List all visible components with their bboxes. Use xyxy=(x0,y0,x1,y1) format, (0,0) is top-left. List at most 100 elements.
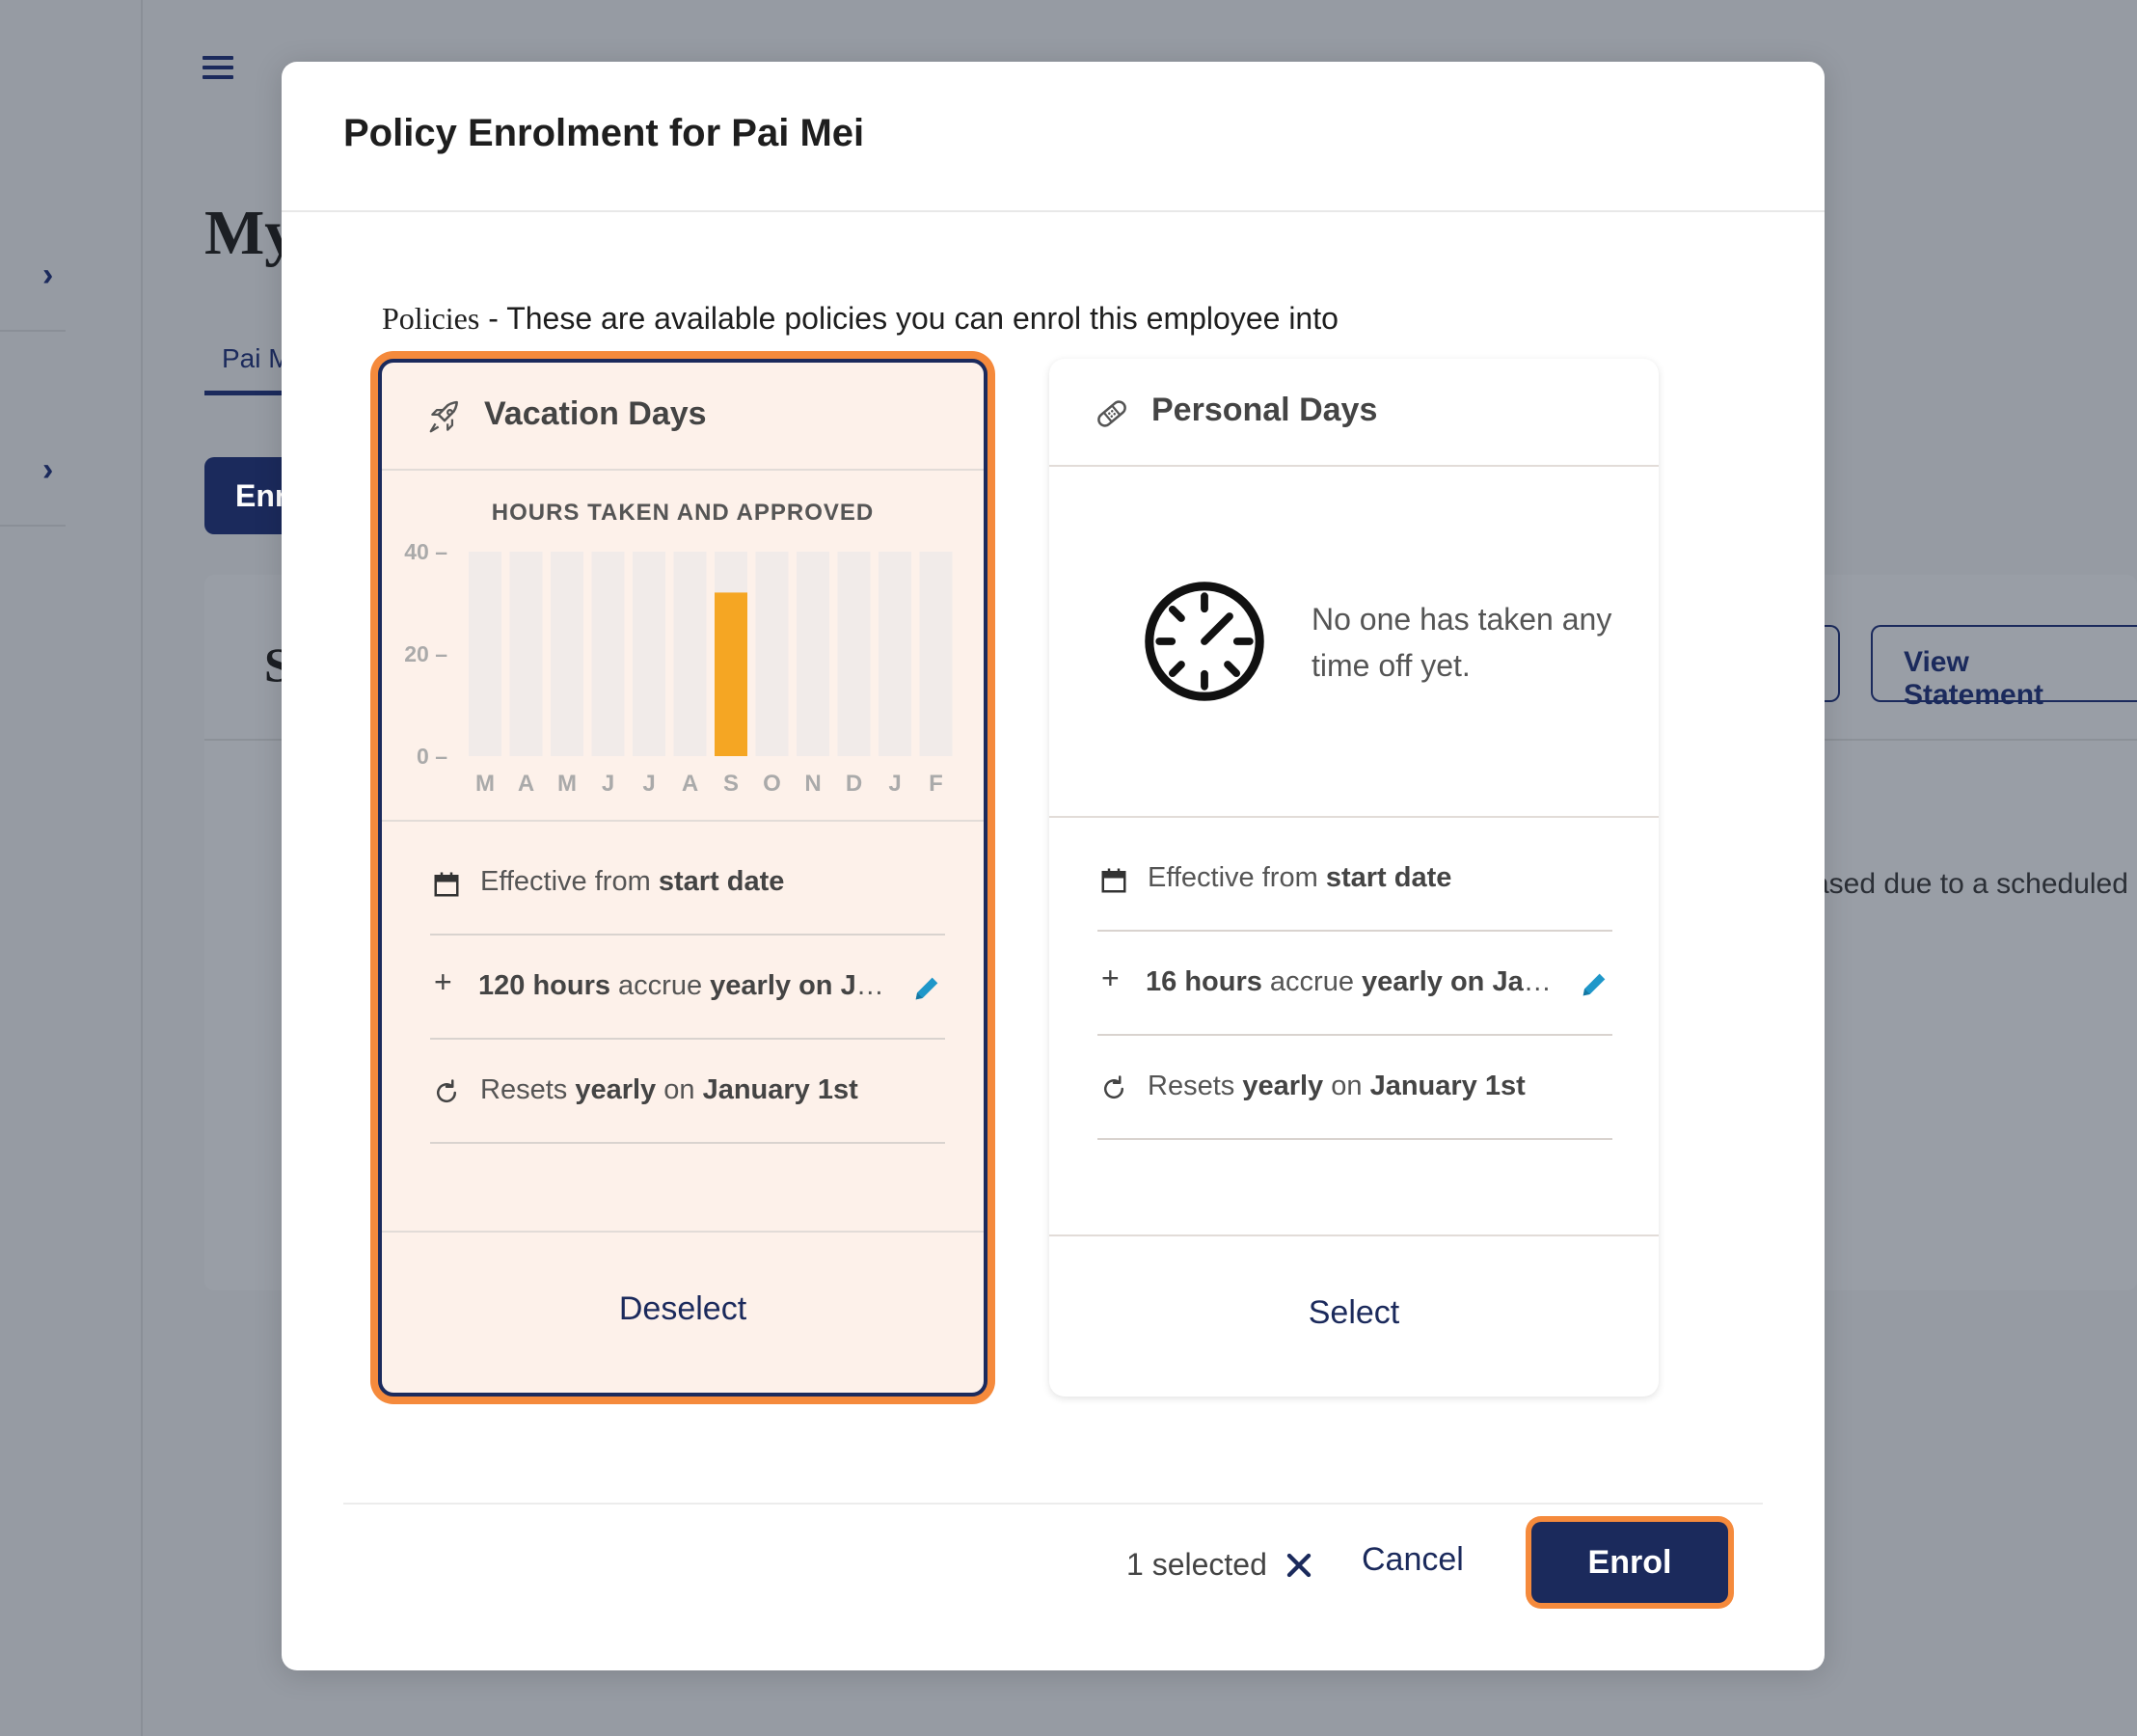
empty-state: No one has taken any time off yet. xyxy=(1049,467,1659,818)
effective-date-row: Effective from start date xyxy=(1097,827,1612,932)
reset-text: Resets yearly on January 1st xyxy=(1148,1071,1582,1102)
reset-row: Resets yearly on January 1st xyxy=(1097,1036,1612,1140)
pencil-icon[interactable] xyxy=(910,972,943,1005)
accrual-frequency: yearly on January 1st xyxy=(710,970,897,1001)
policies-description: - These are available policies you can e… xyxy=(479,301,1339,336)
chevron-right-icon[interactable]: › xyxy=(42,257,54,293)
effective-value: start date xyxy=(1325,862,1452,893)
y-tick-label: 20 – xyxy=(404,641,447,666)
x-tick-label: M xyxy=(557,771,577,797)
chevron-right-icon[interactable]: › xyxy=(42,451,54,488)
effective-date-text: Effective from start date xyxy=(480,866,914,898)
bar-track xyxy=(469,552,501,756)
accrual-text: 120 hours accrue yearly on January 1st xyxy=(478,970,897,1002)
calendar-icon xyxy=(434,872,459,897)
accrual-amount: 120 hours xyxy=(478,970,610,1001)
chart-title: HOURS TAKEN AND APPROVED xyxy=(491,500,875,526)
hours-chart: HOURS TAKEN AND APPROVED 0 –20 –40 – M A M J… xyxy=(382,471,984,822)
accrual-row: + 16 hours accrue yearly on January 1st xyxy=(1097,932,1612,1036)
refresh-icon xyxy=(1104,1075,1124,1099)
x-tick-label: M xyxy=(475,771,495,797)
bar-track xyxy=(755,552,789,756)
accrual-amount: 16 hours xyxy=(1146,966,1262,997)
bar-track xyxy=(879,552,911,756)
x-tick-label: F xyxy=(929,771,943,797)
x-tick-label: A xyxy=(518,771,534,797)
x-tick-label: N xyxy=(804,771,821,797)
bandage-icon xyxy=(1097,400,1126,427)
reset-mid: on xyxy=(656,1074,703,1105)
reset-date: January 1st xyxy=(1369,1071,1526,1101)
policy-name: Personal Days xyxy=(1151,392,1378,428)
clock-icon xyxy=(1145,582,1264,701)
accrual-text: 16 hours accrue yearly on January 1st xyxy=(1146,966,1564,998)
x-tick-label: O xyxy=(763,771,781,797)
x-tick-label: S xyxy=(723,771,739,797)
x-tick-label: J xyxy=(642,771,655,797)
empty-state-text: No one has taken any time off yet. xyxy=(1312,602,1612,683)
x-tick-label: J xyxy=(602,771,614,797)
footer-divider xyxy=(343,1503,1763,1505)
reset-mid: on xyxy=(1323,1071,1370,1101)
pencil-icon[interactable] xyxy=(1578,968,1610,1001)
menu-icon[interactable] xyxy=(203,56,233,79)
policies-heading: Policies - These are available policies … xyxy=(382,301,1339,337)
y-tick-label: 40 – xyxy=(404,539,447,564)
reset-date: January 1st xyxy=(702,1074,858,1105)
reset-prefix: Resets xyxy=(480,1074,576,1105)
bar-track xyxy=(919,552,953,756)
card-header: Vacation Days xyxy=(382,363,984,471)
tab-employee[interactable]: Pai M xyxy=(204,338,320,395)
reset-frequency: yearly xyxy=(575,1074,657,1105)
accrual-mid: accrue xyxy=(1261,966,1363,997)
policy-card-personal-days[interactable]: Personal Days No one has taken any time … xyxy=(1049,359,1659,1397)
policies-heading-label: Policies xyxy=(382,301,480,336)
selected-count: 1 selected xyxy=(1126,1547,1267,1582)
plus-icon: + xyxy=(434,964,452,999)
x-tick-label: J xyxy=(888,771,901,797)
effective-prefix: Effective from xyxy=(1148,862,1326,893)
reset-row: Resets yearly on January 1st xyxy=(430,1040,945,1144)
accrual-mid: accrue xyxy=(610,970,711,1001)
y-tick-label: 0 – xyxy=(417,744,447,769)
policy-card-vacation-days[interactable]: Vacation Days HOURS TAKEN AND APPROVED 0… xyxy=(378,359,987,1397)
view-statement-button[interactable]: View Statement xyxy=(1871,625,2137,711)
bar-track xyxy=(509,552,543,756)
plus-icon: + xyxy=(1101,961,1120,995)
sidebar: › › xyxy=(0,0,143,1736)
select-button[interactable]: Select xyxy=(1308,1294,1400,1331)
bar-track xyxy=(837,552,871,756)
bar-track xyxy=(673,552,707,756)
bar-track xyxy=(797,552,829,756)
page-title: My xyxy=(204,198,297,268)
bar-track xyxy=(633,552,665,756)
enrol-button[interactable]: Enrol xyxy=(1531,1522,1728,1603)
x-tick-label: D xyxy=(846,771,862,797)
effective-value: start date xyxy=(658,866,785,897)
accrual-frequency: yearly on January 1st xyxy=(1362,966,1564,997)
cancel-button[interactable]: Cancel xyxy=(1362,1541,1464,1578)
modal-header: Policy Enrolment for Pai Mei xyxy=(282,62,1825,212)
policy-name: Vacation Days xyxy=(484,395,707,432)
policy-enrolment-modal: Policy Enrolment for Pai Mei Policies - … xyxy=(282,62,1825,1670)
clear-selection-icon[interactable] xyxy=(1285,1551,1313,1580)
rocket-icon xyxy=(429,400,458,433)
sidebar-divider xyxy=(0,525,66,527)
effective-date-text: Effective from start date xyxy=(1148,862,1582,894)
accrual-row: + 120 hours accrue yearly on January 1st xyxy=(430,936,945,1040)
bar xyxy=(715,592,747,756)
card-footer: Deselect xyxy=(382,1231,984,1393)
sidebar-divider xyxy=(0,330,66,332)
reset-frequency: yearly xyxy=(1242,1071,1324,1101)
reset-prefix: Resets xyxy=(1148,1071,1243,1101)
card-header: Personal Days xyxy=(1049,359,1659,467)
modal-title: Policy Enrolment for Pai Mei xyxy=(343,112,865,154)
refresh-icon xyxy=(437,1079,457,1103)
card-footer: Select xyxy=(1049,1234,1659,1397)
effective-prefix: Effective from xyxy=(480,866,659,897)
reset-text: Resets yearly on January 1st xyxy=(480,1074,914,1106)
bar-track xyxy=(591,552,625,756)
deselect-button[interactable]: Deselect xyxy=(618,1290,747,1327)
x-tick-label: A xyxy=(682,771,698,797)
bar-chart: 0 –20 –40 –M A M J J A S O N D J F xyxy=(404,539,953,797)
